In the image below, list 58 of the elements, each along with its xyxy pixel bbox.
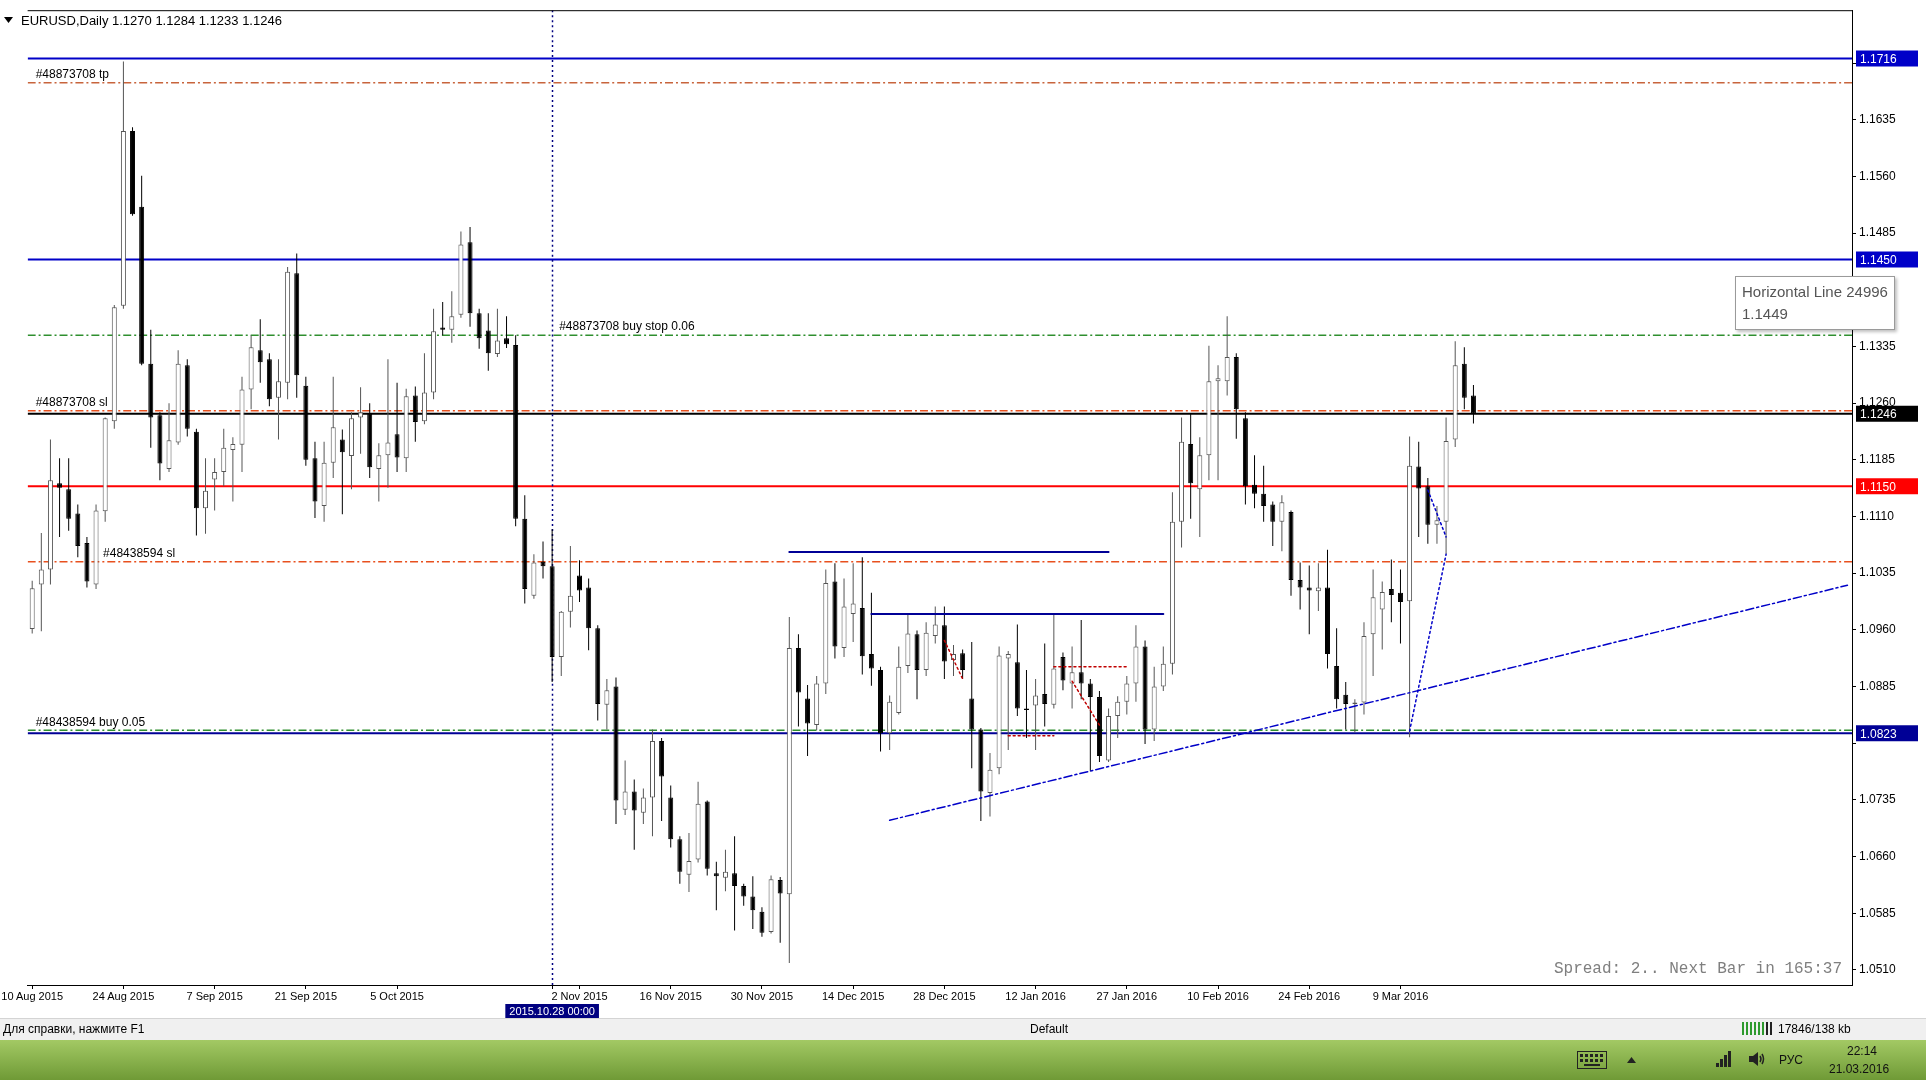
x-tick-label: 16 Nov 2015: [639, 989, 702, 1002]
candlestick: [358, 387, 364, 454]
ref-line-label: #48438594 sl: [103, 546, 176, 561]
x-tick-label: 14 Dec 2015: [821, 989, 885, 1002]
ref-line-label: #48873708 buy stop 0.06: [559, 319, 695, 334]
y-tick-label: 1.0510: [1859, 962, 1897, 977]
candlestick: [386, 359, 390, 488]
x-tick-label: 21 Sep 2015: [274, 989, 338, 1002]
text: Для справки, нажмите F1: [3, 1022, 145, 1036]
x-tick-label: 12 Jan 2016: [1005, 989, 1066, 1002]
y-tick-label: 1.1110: [1859, 508, 1895, 523]
y-tick-label: 1.0885: [1859, 678, 1897, 693]
chart-title: EURUSD,Daily 1.1270 1.1284 1.1233 1.1246: [21, 13, 282, 28]
x-tick-label: 9 Mar 2016: [1372, 989, 1429, 1002]
x-tick-label: 27 Jan 2016: [1096, 989, 1158, 1002]
x-tick-label: 2 Nov 2015: [551, 989, 608, 1002]
y-tick-label: 1.1260: [1859, 395, 1897, 410]
candlestick: [230, 437, 236, 502]
y-tick-label: 1.1635: [1859, 112, 1897, 127]
annotation: Horizontal Line 24996 1.1449: [1742, 282, 1888, 324]
text: Default: [1030, 1022, 1069, 1036]
candlestick: [1215, 365, 1221, 481]
tooltip-box: Horizontal Line 24996 1.1449: [1735, 276, 1895, 330]
text: РУС: [1779, 1053, 1804, 1067]
y-tick-label: 1.0585: [1859, 905, 1897, 920]
candlestick: [713, 861, 719, 911]
x-tick-label: 10 Aug 2015: [1, 989, 64, 1002]
ref-line-label: #48873708 tp: [35, 67, 110, 82]
ref-line-label: #48873708 sl: [35, 395, 108, 410]
y-tick-label: 1.1485: [1859, 225, 1897, 240]
y-tick-label: 1.1560: [1859, 168, 1897, 183]
y-tick-label: 1.1335: [1859, 338, 1897, 353]
candlestick: [57, 458, 63, 537]
text: 22:14: [1847, 1044, 1878, 1058]
y-tick-label: 1.0660: [1859, 848, 1897, 863]
x-tick-label: 24 Aug 2015: [92, 989, 155, 1002]
y-tick-label: 1.0735: [1859, 792, 1897, 807]
candlestick: [1005, 651, 1011, 750]
annotation: Spread: 2.. Next Bar in 165:37: [1553, 960, 1842, 978]
y-tick-label: 1.0960: [1859, 622, 1897, 637]
x-tick-label: 2015.10.28 00:00: [509, 1004, 595, 1017]
x-tick-label: 7 Sep 2015: [186, 989, 243, 1002]
x-tick-label: 5 Oct 2015: [370, 989, 424, 1002]
ref-line-label: 1.0823: [1860, 726, 1898, 741]
ref-line-label: 1.1716: [1860, 51, 1898, 66]
x-tick-label: 24 Feb 2016: [1278, 989, 1341, 1002]
candlestick: [1306, 565, 1312, 635]
y-tick-label: 1.1185: [1859, 452, 1896, 467]
x-tick-label: 10 Feb 2016: [1187, 989, 1249, 1002]
text: 21.03.2016: [1829, 1062, 1890, 1076]
ref-line-label: 1.1246: [1860, 407, 1898, 422]
y-tick-label: 1.1035: [1859, 565, 1897, 580]
ref-line-label: 1.1450: [1860, 252, 1898, 267]
x-tick-label: 30 Nov 2015: [730, 989, 794, 1002]
ref-line-label: 1.1150: [1860, 479, 1897, 494]
text: 17846/138 kb: [1778, 1022, 1851, 1036]
ref-line-label: #48438594 buy 0.05: [35, 714, 146, 729]
x-tick-label: 28 Dec 2015: [913, 989, 976, 1002]
